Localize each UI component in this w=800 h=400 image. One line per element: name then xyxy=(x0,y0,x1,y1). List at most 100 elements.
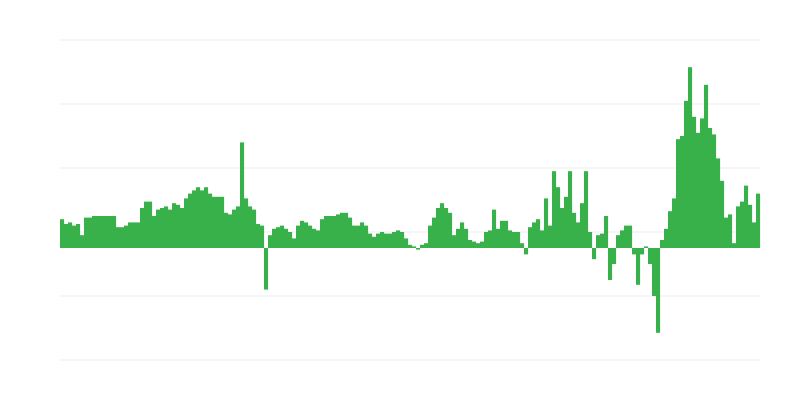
bar xyxy=(676,139,681,248)
bar xyxy=(76,224,81,248)
bar xyxy=(412,246,417,248)
bar xyxy=(668,211,673,248)
bar xyxy=(624,225,629,248)
bar xyxy=(240,142,245,248)
bar xyxy=(452,235,457,248)
bar xyxy=(348,217,353,248)
bar xyxy=(664,228,669,248)
bar xyxy=(200,190,205,248)
bar xyxy=(260,225,265,248)
bar xyxy=(332,216,337,248)
bar xyxy=(636,248,641,285)
bar xyxy=(568,171,573,248)
bar xyxy=(156,209,161,248)
bar xyxy=(752,222,757,248)
bar xyxy=(564,196,569,248)
bar xyxy=(168,209,173,248)
bar xyxy=(280,225,285,248)
bar xyxy=(276,227,281,248)
bar xyxy=(692,116,697,248)
bar xyxy=(528,227,533,248)
bar xyxy=(336,214,341,248)
bar xyxy=(420,244,425,248)
bar xyxy=(432,217,437,248)
bar xyxy=(548,225,553,248)
bar xyxy=(732,243,737,248)
bar xyxy=(164,206,169,248)
bar xyxy=(292,238,297,248)
bar xyxy=(216,196,221,248)
bar xyxy=(612,248,617,264)
bar xyxy=(424,243,429,248)
bar xyxy=(588,232,593,248)
bar xyxy=(312,228,317,248)
bar xyxy=(524,248,529,255)
bar xyxy=(64,224,69,248)
bar xyxy=(504,220,509,248)
bar xyxy=(220,196,225,248)
bar xyxy=(592,248,597,260)
bar xyxy=(136,222,141,248)
bar xyxy=(252,209,257,248)
bar xyxy=(320,219,325,248)
bar xyxy=(172,203,177,248)
bar xyxy=(224,212,229,248)
bar xyxy=(60,219,65,248)
bar xyxy=(540,230,545,248)
bar xyxy=(100,216,105,248)
bar xyxy=(364,225,369,248)
gridlines xyxy=(60,39,760,361)
bar xyxy=(652,248,657,296)
bar xyxy=(72,225,77,248)
bar xyxy=(144,201,149,248)
bar xyxy=(680,136,685,248)
bar xyxy=(360,222,365,248)
bar xyxy=(80,235,85,248)
bar xyxy=(744,185,749,248)
bar xyxy=(148,201,153,248)
bar xyxy=(600,233,605,248)
bar xyxy=(208,193,213,248)
bar xyxy=(604,216,609,248)
bars xyxy=(60,67,761,333)
bar xyxy=(620,230,625,248)
bar xyxy=(304,222,309,248)
bar xyxy=(740,201,745,248)
bar xyxy=(696,132,701,248)
bar xyxy=(152,216,157,248)
bar xyxy=(340,212,345,248)
bar xyxy=(88,217,93,248)
bar xyxy=(268,235,273,248)
bar xyxy=(552,171,557,248)
bar xyxy=(748,204,753,248)
bar xyxy=(380,232,385,248)
bar xyxy=(644,246,649,248)
bar xyxy=(116,227,121,248)
bar xyxy=(520,243,525,248)
bar xyxy=(248,206,253,248)
bar xyxy=(632,248,637,255)
bar xyxy=(544,198,549,248)
bar xyxy=(368,233,373,248)
bar xyxy=(660,240,665,248)
bar xyxy=(196,187,201,248)
bar xyxy=(628,225,633,248)
bar xyxy=(112,216,117,248)
bar xyxy=(756,193,761,248)
bar xyxy=(120,227,125,248)
bar xyxy=(396,230,401,248)
bar xyxy=(496,228,501,248)
bar xyxy=(96,216,101,248)
bar xyxy=(488,230,493,248)
bar xyxy=(388,233,393,248)
bar xyxy=(508,230,513,248)
bar xyxy=(244,198,249,248)
bar xyxy=(584,171,589,248)
bar xyxy=(576,222,581,248)
bar xyxy=(736,206,741,248)
bar xyxy=(704,84,709,248)
bar xyxy=(68,222,73,248)
bar xyxy=(708,128,713,248)
bar xyxy=(512,232,517,248)
bar xyxy=(656,248,661,333)
